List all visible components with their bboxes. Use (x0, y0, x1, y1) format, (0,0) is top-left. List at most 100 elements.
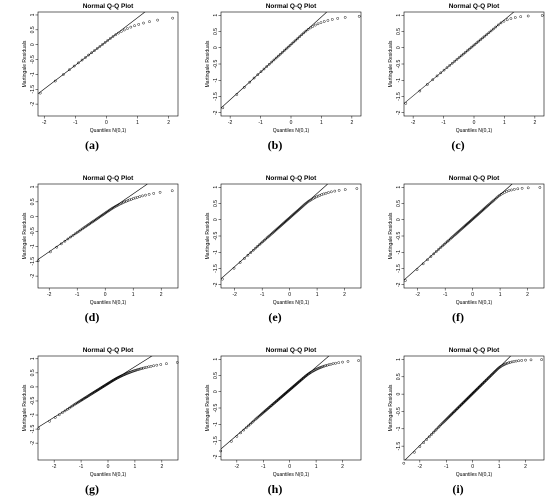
qq-point (176, 361, 179, 364)
qq-point (98, 45, 102, 48)
x-tick-label: 1 (315, 464, 318, 470)
qq-point (477, 39, 481, 43)
y-axis-label: Martingale Residuals (388, 384, 394, 431)
qq-point (141, 366, 145, 370)
y-tick-label: 0.5 (30, 369, 36, 376)
qq-point (427, 435, 431, 439)
qq-point (422, 441, 426, 444)
qq-point (122, 201, 125, 204)
y-tick-label: -1 (396, 78, 402, 83)
qq-point (268, 405, 272, 408)
qq-point (489, 29, 493, 33)
qq-point (133, 24, 136, 28)
qq-point (119, 202, 122, 206)
qq-point (48, 250, 52, 254)
qq-point (504, 362, 508, 366)
y-tick-label: 0 (30, 215, 36, 218)
qq-plot-panel: Normal Q-Q Plot -2 -1 0 1 2 1 0.5 0 -0.5 -1 -1.5 -2 Q… (388, 175, 545, 306)
qq-point (263, 238, 266, 242)
qq-point (430, 433, 433, 436)
y-tick-label: 1 (396, 186, 402, 189)
qq-point (330, 190, 333, 194)
x-axis-label: Quantiles N(0,1) (90, 300, 127, 306)
qq-point (450, 412, 454, 416)
y-tick-label: -1 (30, 413, 36, 418)
plot-frame (220, 183, 362, 289)
qq-point (483, 34, 487, 38)
qq-point (431, 78, 435, 82)
qq-point (418, 89, 422, 93)
qq-point (115, 204, 118, 208)
qq-point (469, 46, 473, 49)
y-tick-label: 1 (396, 358, 402, 361)
qq-point (36, 259, 40, 263)
qq-point (147, 192, 151, 196)
y-axis-label: Martingale Residuals (205, 40, 211, 87)
qq-point (65, 408, 69, 411)
qq-point (327, 191, 330, 194)
qq-point (313, 23, 317, 27)
qq-point (126, 199, 130, 202)
plot-frame (37, 355, 179, 461)
qq-point (106, 39, 110, 42)
qq-point (483, 380, 487, 383)
qq-point (517, 359, 520, 363)
qq-point (346, 360, 350, 363)
y-tick-label: 0.5 (396, 200, 402, 207)
panel-caption: (a) (85, 138, 99, 152)
qq-point (458, 404, 462, 408)
x-axis-label: Quantiles N(0,1) (90, 472, 127, 478)
y-axis-label: Martingale Residuals (388, 40, 394, 87)
x-tick-label: 0 (290, 120, 293, 126)
x-axis-label: Quantiles N(0,1) (273, 300, 310, 306)
qq-point (132, 369, 136, 373)
x-tick-label: -2 (47, 292, 52, 298)
x-tick-label: 0 (104, 292, 107, 298)
qq-point (453, 59, 456, 63)
y-tick-label: -2 (30, 274, 36, 279)
qq-point (158, 190, 162, 194)
qq-point (272, 58, 276, 62)
y-tick-label: 0.5 (396, 373, 402, 380)
y-axis-label: Martingale Residuals (205, 212, 211, 259)
qq-point (95, 47, 99, 50)
qq-point (505, 190, 509, 193)
x-tick-label: -1 (75, 292, 80, 298)
y-tick-label: 0 (30, 43, 36, 46)
y-tick-label: 0 (213, 390, 219, 393)
x-tick-label: 1 (136, 120, 139, 126)
qq-point (491, 372, 495, 375)
qq-point (265, 65, 269, 68)
qq-point (337, 189, 341, 192)
y-tick-label: -1.5 (213, 264, 219, 273)
qq-point (119, 30, 123, 33)
qq-point (487, 376, 491, 379)
qq-point (503, 363, 506, 366)
qq-point (256, 73, 260, 76)
x-tick-label: 1 (499, 292, 502, 298)
qq-point (48, 419, 51, 423)
qq-point (404, 279, 407, 282)
qq-point (136, 195, 139, 199)
y-tick-label: -1.5 (396, 92, 402, 101)
qq-point (429, 255, 433, 258)
qq-point (516, 187, 520, 191)
x-tick-label: 1 (316, 292, 319, 298)
qq-point (315, 195, 318, 199)
x-tick-label: -2 (52, 464, 57, 470)
plot-frame (220, 355, 362, 461)
qq-point (508, 360, 512, 364)
qq-point (103, 41, 107, 44)
qq-point (355, 187, 359, 190)
qq-point (489, 373, 493, 377)
qq-point (540, 14, 544, 17)
y-tick-label: -1 (30, 72, 36, 77)
x-axis-label: Quantiles N(0,1) (456, 300, 493, 306)
qq-point (426, 258, 429, 262)
qq-point (238, 261, 242, 264)
x-tick-label: 0 (288, 292, 291, 298)
qq-point (302, 31, 306, 35)
qq-point (454, 408, 457, 412)
qq-point (69, 235, 72, 239)
qq-point (343, 16, 347, 19)
